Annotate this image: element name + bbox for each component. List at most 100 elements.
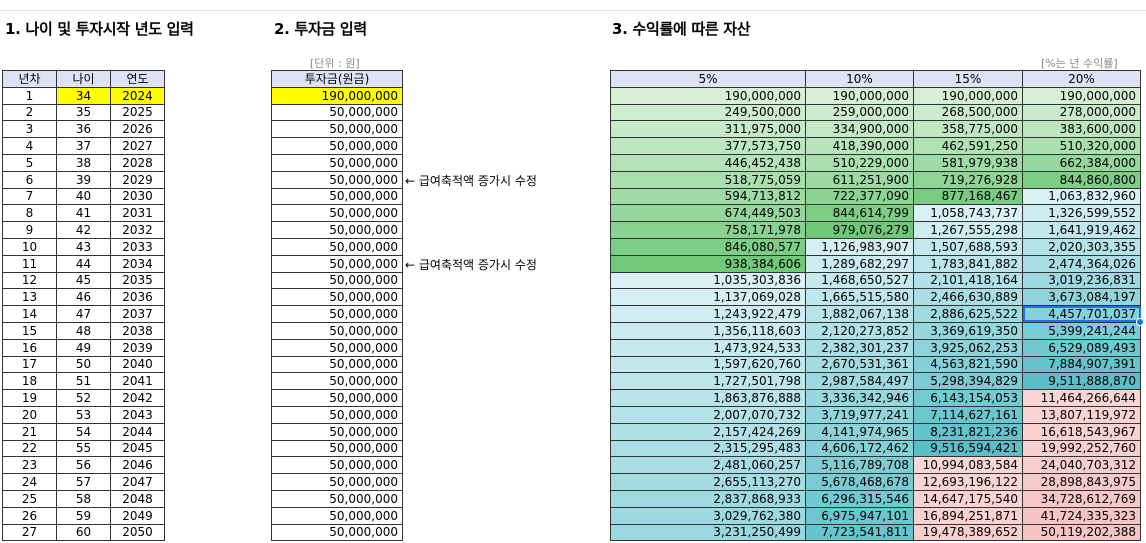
asset-cell[interactable]: 13,807,119,972 xyxy=(1022,405,1141,424)
cell[interactable]: 2034 xyxy=(110,254,165,273)
asset-cell[interactable]: 9,516,594,421 xyxy=(913,439,1023,458)
asset-cell[interactable]: 1,126,983,907 xyxy=(805,237,914,256)
asset-cell[interactable]: 1,473,924,533 xyxy=(610,338,806,357)
asset-cell[interactable]: 19,992,252,760 xyxy=(1022,439,1141,458)
cell[interactable]: 36 xyxy=(56,120,111,139)
cell[interactable]: 2045 xyxy=(110,439,165,458)
asset-cell[interactable]: 16,618,543,967 xyxy=(1022,422,1141,441)
cell[interactable]: 26 xyxy=(2,506,57,525)
investment-cell[interactable]: 50,000,000 xyxy=(271,389,403,407)
asset-cell[interactable]: 5,399,241,244 xyxy=(1022,321,1141,340)
cell[interactable]: 2050 xyxy=(110,523,165,542)
asset-cell[interactable]: 4,141,974,965 xyxy=(805,422,914,441)
cell[interactable]: 39 xyxy=(56,170,111,189)
cell[interactable]: 53 xyxy=(56,405,111,424)
asset-cell[interactable]: 3,336,342,946 xyxy=(805,389,914,407)
cell[interactable]: 2033 xyxy=(110,237,165,256)
asset-cell[interactable]: 1,356,118,603 xyxy=(610,321,806,340)
cell[interactable]: 5 xyxy=(2,153,57,172)
asset-cell[interactable]: 846,080,577 xyxy=(610,237,806,256)
cell[interactable]: 27 xyxy=(2,523,57,542)
asset-cell[interactable]: 1,058,743,737 xyxy=(913,204,1023,223)
cell[interactable]: 2025 xyxy=(110,103,165,122)
asset-cell[interactable]: 844,860,800 xyxy=(1022,170,1141,189)
asset-cell[interactable]: 6,529,089,493 xyxy=(1022,338,1141,357)
asset-cell[interactable]: 190,000,000 xyxy=(805,86,914,105)
asset-cell[interactable]: 4,606,172,462 xyxy=(805,439,914,458)
cell[interactable]: 2 xyxy=(2,103,57,122)
asset-cell[interactable]: 50,119,202,388 xyxy=(1022,523,1141,542)
cell[interactable]: 57 xyxy=(56,473,111,491)
investment-cell[interactable]: 50,000,000 xyxy=(271,237,403,256)
asset-cell[interactable]: 7,884,907,391 xyxy=(1022,355,1141,374)
cell[interactable]: 59 xyxy=(56,506,111,525)
investment-cell[interactable]: 50,000,000 xyxy=(271,439,403,458)
cell[interactable]: 35 xyxy=(56,103,111,122)
cell[interactable]: 2046 xyxy=(110,456,165,475)
cell[interactable]: 58 xyxy=(56,489,111,508)
cell[interactable]: 23 xyxy=(2,456,57,475)
cell[interactable]: 2041 xyxy=(110,372,165,391)
investment-cell[interactable]: 50,000,000 xyxy=(271,170,403,189)
cell[interactable]: 40 xyxy=(56,187,111,206)
cell[interactable]: 55 xyxy=(56,439,111,458)
cell[interactable]: 2026 xyxy=(110,120,165,139)
asset-cell[interactable]: 2,315,295,483 xyxy=(610,439,806,458)
cell[interactable]: 12 xyxy=(2,271,57,290)
investment-cell[interactable]: 50,000,000 xyxy=(271,271,403,290)
asset-cell[interactable]: 358,775,000 xyxy=(913,120,1023,139)
investment-cell[interactable]: 50,000,000 xyxy=(271,422,403,441)
asset-cell[interactable]: 5,298,394,829 xyxy=(913,372,1023,391)
cell[interactable]: 41 xyxy=(56,204,111,223)
investment-cell[interactable]: 50,000,000 xyxy=(271,187,403,206)
selection-handle[interactable] xyxy=(1136,318,1144,327)
cell[interactable]: 13 xyxy=(2,288,57,307)
cell[interactable]: 21 xyxy=(2,422,57,441)
cell[interactable]: 2042 xyxy=(110,389,165,407)
cell[interactable]: 2029 xyxy=(110,170,165,189)
cell[interactable]: 2047 xyxy=(110,473,165,491)
investment-cell[interactable]: 50,000,000 xyxy=(271,204,403,223)
asset-cell[interactable]: 2,020,303,355 xyxy=(1022,237,1141,256)
asset-cell[interactable]: 3,719,977,241 xyxy=(805,405,914,424)
asset-cell[interactable]: 383,600,000 xyxy=(1022,120,1141,139)
cell[interactable]: 54 xyxy=(56,422,111,441)
cell[interactable]: 2027 xyxy=(110,137,165,155)
asset-cell[interactable]: 7,114,627,161 xyxy=(913,405,1023,424)
asset-cell[interactable]: 5,116,789,708 xyxy=(805,456,914,475)
cell[interactable]: 2043 xyxy=(110,405,165,424)
investment-cell[interactable]: 50,000,000 xyxy=(271,103,403,122)
asset-cell[interactable]: 7,723,541,811 xyxy=(805,523,914,542)
asset-cell[interactable]: 6,296,315,546 xyxy=(805,489,914,508)
asset-cell[interactable]: 3,019,236,831 xyxy=(1022,271,1141,290)
asset-cell[interactable]: 1,727,501,798 xyxy=(610,372,806,391)
asset-cell[interactable]: 1,665,515,580 xyxy=(805,288,914,307)
cell[interactable]: 2031 xyxy=(110,204,165,223)
cell[interactable]: 18 xyxy=(2,372,57,391)
cell[interactable]: 42 xyxy=(56,221,111,239)
investment-cell[interactable]: 50,000,000 xyxy=(271,355,403,374)
asset-cell[interactable]: 2,837,868,933 xyxy=(610,489,806,508)
cell[interactable]: 10 xyxy=(2,237,57,256)
asset-cell[interactable]: 979,076,279 xyxy=(805,221,914,239)
asset-cell[interactable]: 446,452,438 xyxy=(610,153,806,172)
asset-cell[interactable]: 8,231,821,236 xyxy=(913,422,1023,441)
asset-cell[interactable]: 581,979,938 xyxy=(913,153,1023,172)
asset-cell[interactable]: 662,384,000 xyxy=(1022,153,1141,172)
cell[interactable]: 56 xyxy=(56,456,111,475)
investment-cell[interactable]: 50,000,000 xyxy=(271,338,403,357)
asset-cell[interactable]: 10,994,083,584 xyxy=(913,456,1023,475)
asset-cell[interactable]: 2,007,070,732 xyxy=(610,405,806,424)
cell[interactable]: 9 xyxy=(2,221,57,239)
asset-cell[interactable]: 1,243,922,479 xyxy=(610,305,806,323)
asset-cell[interactable]: 6,975,947,101 xyxy=(805,506,914,525)
cell[interactable]: 15 xyxy=(2,321,57,340)
asset-cell[interactable]: 377,573,750 xyxy=(610,137,806,155)
cell[interactable]: 34 xyxy=(56,86,111,105)
asset-cell[interactable]: 1,267,555,298 xyxy=(913,221,1023,239)
asset-cell[interactable]: 2,670,531,361 xyxy=(805,355,914,374)
asset-cell[interactable]: 418,390,000 xyxy=(805,137,914,155)
asset-cell[interactable]: 2,655,113,270 xyxy=(610,473,806,491)
asset-cell[interactable]: 719,276,928 xyxy=(913,170,1023,189)
asset-cell[interactable]: 41,724,335,323 xyxy=(1022,506,1141,525)
